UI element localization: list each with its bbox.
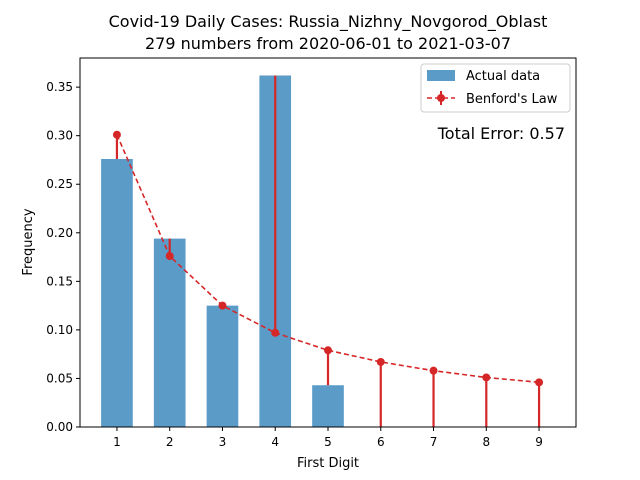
y-tick-label: 0.30 (46, 129, 73, 143)
benford-point-digit-5 (324, 346, 332, 355)
y-tick-label: 0.20 (46, 226, 73, 240)
x-tick-label: 9 (535, 435, 543, 449)
x-tick-label: 6 (377, 435, 385, 449)
benford-point-digit-7 (429, 366, 438, 375)
benford-line (116, 134, 540, 384)
legend-label-benford: Benford's Law (466, 92, 558, 107)
benford-point-digit-3 (218, 301, 227, 310)
y-tick-label: 0.15 (46, 274, 73, 288)
benford-point-digit-1 (112, 130, 121, 139)
bar-digit-1 (101, 158, 133, 427)
legend-swatch-benford-marker (437, 94, 445, 102)
bar-digit-5 (312, 385, 344, 427)
benford-point-digit-2 (165, 252, 174, 261)
legend-label-actual: Actual data (466, 69, 540, 84)
chart-title: Covid-19 Daily Cases: Russia_Nizhny_Novg… (109, 12, 548, 32)
legend-swatch-actual (427, 70, 455, 81)
x-tick-label: 8 (482, 435, 490, 449)
x-tick-label: 7 (430, 435, 438, 449)
y-tick-label: 0.00 (46, 420, 73, 434)
x-tick-label: 5 (324, 435, 332, 449)
bar-digit-3 (206, 305, 239, 427)
y-tick-label: 0.35 (46, 80, 73, 94)
benford-point-digit-4 (271, 328, 280, 337)
x-tick-label: 2 (166, 435, 174, 449)
chart-subtitle: 279 numbers from 2020-06-01 to 2021-03-0… (145, 34, 511, 53)
total-error-annotation: Total Error: 0.57 (437, 124, 565, 143)
x-tick-label: 4 (271, 435, 279, 449)
benford-point-digit-8 (482, 373, 491, 382)
benford-point-digit-9 (535, 378, 544, 387)
x-tick-label: 3 (219, 435, 227, 449)
x-axis-label: First Digit (297, 456, 359, 471)
benford-point-digit-6 (376, 357, 385, 366)
y-tick-label: 0.05 (46, 371, 73, 385)
legend-frame (420, 63, 571, 113)
x-tick-label: 1 (113, 435, 121, 449)
legend: Actual data Benford's Law (420, 63, 571, 113)
bar-digit-2 (153, 238, 186, 427)
y-tick-label: 0.25 (46, 177, 73, 191)
y-axis-label: Frequency (21, 208, 36, 275)
y-tick-label: 0.10 (46, 323, 73, 337)
